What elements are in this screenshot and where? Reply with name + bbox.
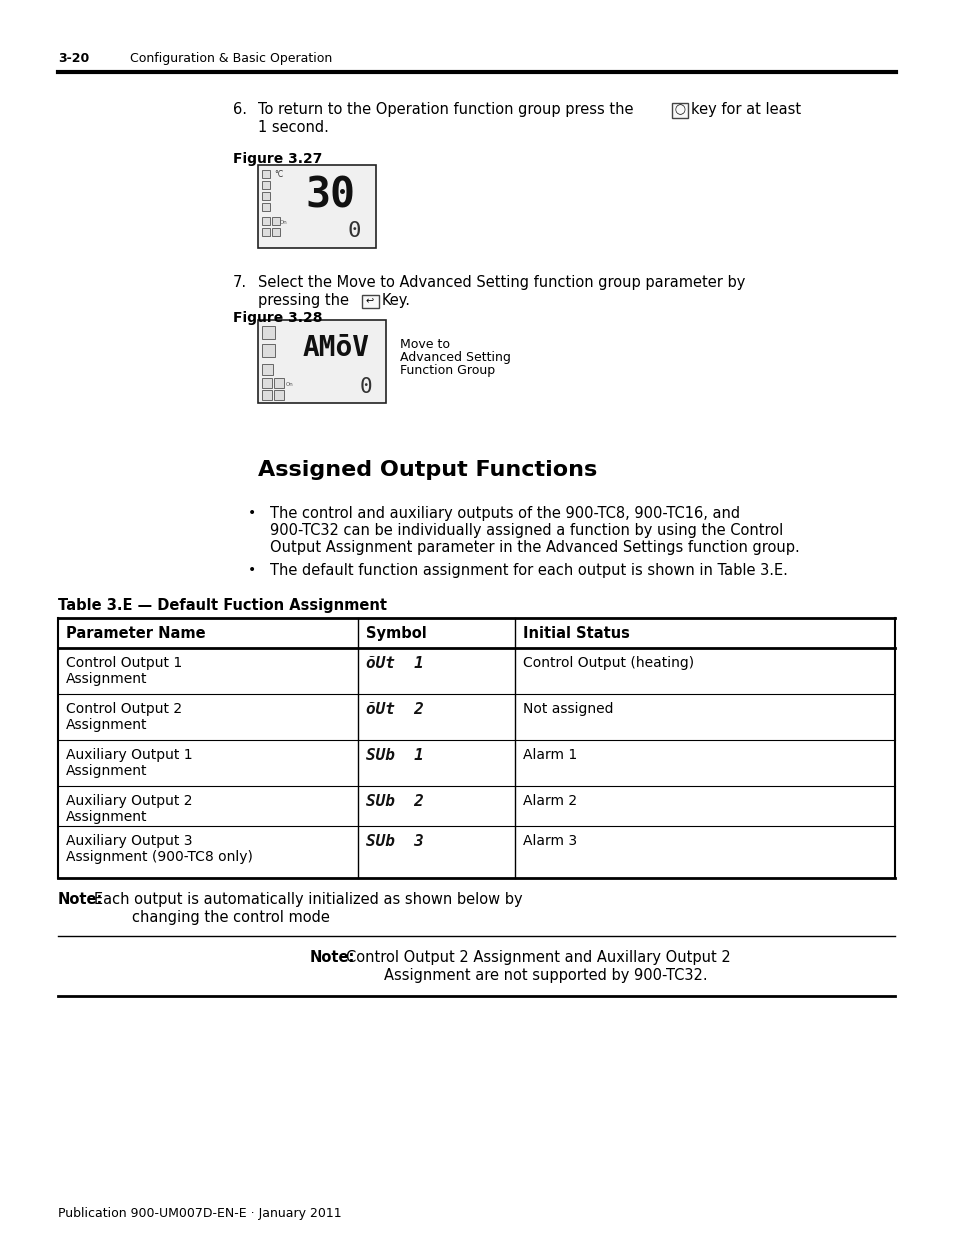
Text: Key.: Key. [381,293,411,308]
Text: Publication 900-UM007D-EN-E · January 2011: Publication 900-UM007D-EN-E · January 20… [58,1207,341,1220]
Bar [361,295,378,308]
Text: Function Group: Function Group [399,364,495,377]
Text: pressing the: pressing the [257,293,349,308]
Text: Figure 3.28: Figure 3.28 [233,311,322,325]
Bar [262,345,274,357]
Text: Control Output 2 Assignment and Auxillary Output 2: Control Output 2 Assignment and Auxillar… [346,950,730,965]
Text: ŏUt  2: ŏUt 2 [366,701,423,718]
Bar [257,165,375,248]
Bar [262,170,270,178]
Text: Note:: Note: [310,950,355,965]
Bar [671,103,687,119]
Text: To return to the Operation function group press the: To return to the Operation function grou… [257,103,633,117]
Text: Figure 3.27: Figure 3.27 [233,152,322,165]
Text: Parameter Name: Parameter Name [66,626,206,641]
Bar [262,378,272,388]
Text: Table 3.E — Default Fuction Assignment: Table 3.E — Default Fuction Assignment [58,598,387,613]
Text: Auxiliary Output 3: Auxiliary Output 3 [66,834,193,848]
Text: 0: 0 [359,377,372,396]
Text: key for at least: key for at least [690,103,801,117]
Text: Control Output 2: Control Output 2 [66,701,182,716]
Text: Symbol: Symbol [366,626,426,641]
Bar [262,390,272,400]
Text: On: On [280,220,288,225]
Text: Auxiliary Output 2: Auxiliary Output 2 [66,794,193,808]
Text: Advanced Setting: Advanced Setting [399,351,511,364]
Text: Output Assignment parameter in the Advanced Settings function group.: Output Assignment parameter in the Advan… [270,540,799,555]
Text: Assignment: Assignment [66,718,148,732]
Text: Assignment: Assignment [66,764,148,778]
Text: Move to: Move to [399,338,450,351]
Text: Control Output 1: Control Output 1 [66,656,182,671]
Text: •: • [248,563,256,577]
Bar [257,320,386,403]
Bar [262,191,270,200]
Bar [272,228,280,236]
Text: •: • [248,506,256,520]
Text: Configuration & Basic Operation: Configuration & Basic Operation [130,52,332,65]
Text: changing the control mode: changing the control mode [132,910,330,925]
Bar [262,364,273,375]
Bar [58,618,894,878]
Text: The default function assignment for each output is shown in Table 3.E.: The default function assignment for each… [270,563,787,578]
Text: 30: 30 [305,175,355,217]
Text: SUb  2: SUb 2 [366,794,423,809]
Text: AMōV: AMōV [302,333,369,362]
Text: Note:: Note: [58,892,103,906]
Bar [262,217,270,225]
Text: Assignment: Assignment [66,672,148,685]
Text: Auxiliary Output 1: Auxiliary Output 1 [66,748,193,762]
Text: Not assigned: Not assigned [522,701,613,716]
Text: 0: 0 [347,221,360,241]
Text: Select the Move to Advanced Setting function group parameter by: Select the Move to Advanced Setting func… [257,275,744,290]
Bar [272,217,280,225]
Text: Assigned Output Functions: Assigned Output Functions [257,459,597,480]
Text: Assignment are not supported by 900-TC32.: Assignment are not supported by 900-TC32… [384,968,707,983]
Text: 6.: 6. [233,103,247,117]
Text: 900-TC32 can be individually assigned a function by using the Control: 900-TC32 can be individually assigned a … [270,522,782,538]
Text: Initial Status: Initial Status [522,626,629,641]
Bar [262,228,270,236]
Bar [262,326,274,338]
Text: Assignment: Assignment [66,810,148,824]
Text: Alarm 2: Alarm 2 [522,794,577,808]
Text: ŏUt  1: ŏUt 1 [366,656,423,671]
Text: Alarm 3: Alarm 3 [522,834,577,848]
Text: °C: °C [274,170,283,179]
Text: The control and auxiliary outputs of the 900-TC8, 900-TC16, and: The control and auxiliary outputs of the… [270,506,740,521]
Text: Alarm 1: Alarm 1 [522,748,577,762]
Text: ◯: ◯ [674,105,684,116]
Text: 7.: 7. [233,275,247,290]
Text: Each output is automatically initialized as shown below by: Each output is automatically initialized… [94,892,522,906]
Bar [274,378,284,388]
Bar [262,203,270,211]
Bar [262,182,270,189]
Text: Control Output (heating): Control Output (heating) [522,656,694,671]
Text: Assignment (900-TC8 only): Assignment (900-TC8 only) [66,850,253,864]
Text: 1 second.: 1 second. [257,120,329,135]
Text: SUb  3: SUb 3 [366,834,423,848]
Text: On: On [286,382,294,387]
Bar [274,390,284,400]
Text: SUb  1: SUb 1 [366,748,423,763]
Text: 3-20: 3-20 [58,52,90,65]
Text: ↩: ↩ [366,296,374,306]
